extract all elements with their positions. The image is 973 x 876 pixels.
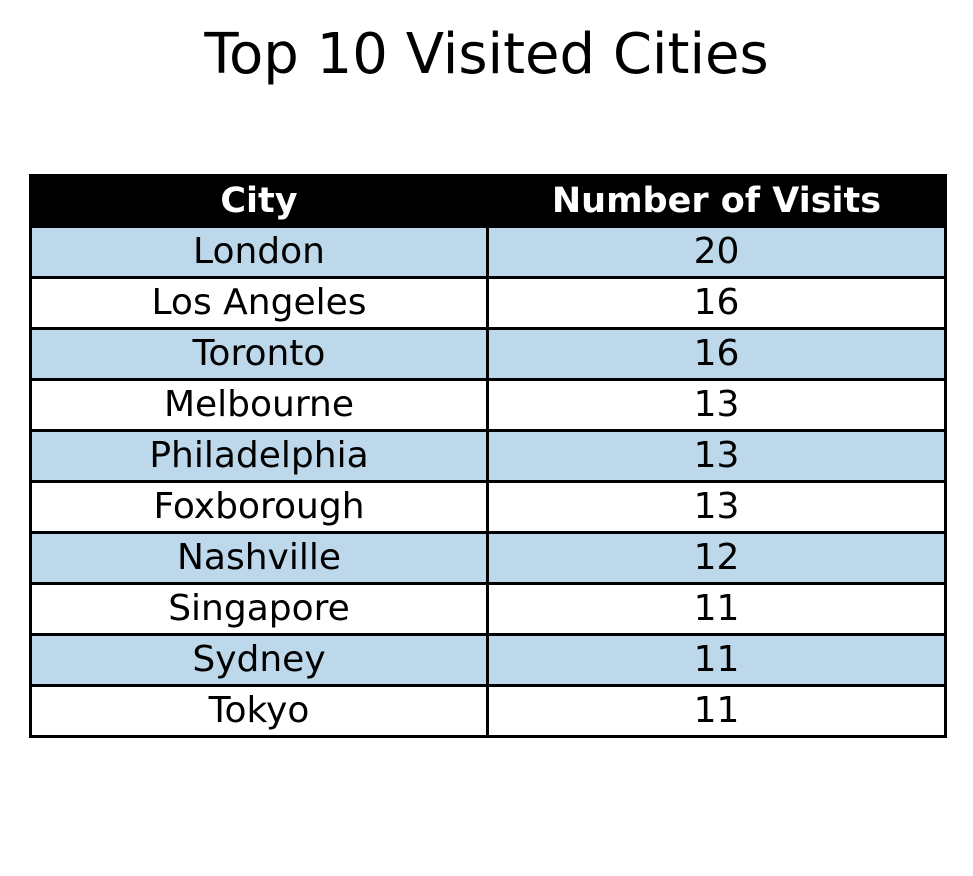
city-cell: London <box>29 225 489 279</box>
table-row: Nashville 12 <box>29 531 947 585</box>
visits-cell: 16 <box>486 276 947 330</box>
visits-cell: 13 <box>486 429 947 483</box>
table-row: Tokyo 11 <box>29 684 947 738</box>
city-cell: Foxborough <box>29 480 489 534</box>
visits-cell: 13 <box>486 480 947 534</box>
column-header-city: City <box>29 174 489 228</box>
city-cell: Sydney <box>29 633 489 687</box>
city-cell: Philadelphia <box>29 429 489 483</box>
table-row: Philadelphia 13 <box>29 429 947 483</box>
table-body: London 20 Los Angeles 16 Toronto 16 Melbourne 1… <box>29 225 947 738</box>
table-row: London 20 <box>29 225 947 279</box>
city-cell: Los Angeles <box>29 276 489 330</box>
column-header-visits: Number of Visits <box>486 174 947 228</box>
table-row: Los Angeles 16 <box>29 276 947 330</box>
table-row: Foxborough 13 <box>29 480 947 534</box>
table-header-row: City Number of Visits <box>29 174 947 228</box>
city-cell: Melbourne <box>29 378 489 432</box>
city-cell: Toronto <box>29 327 489 381</box>
table-row: Melbourne 13 <box>29 378 947 432</box>
city-cell: Singapore <box>29 582 489 636</box>
table-row: Sydney 11 <box>29 633 947 687</box>
visits-cell: 12 <box>486 531 947 585</box>
visits-table: City Number of Visits London 20 Los Angele… <box>29 174 947 738</box>
visits-cell: 11 <box>486 582 947 636</box>
city-cell: Tokyo <box>29 684 489 738</box>
visits-cell: 11 <box>486 633 947 687</box>
table-row: Singapore 11 <box>29 582 947 636</box>
city-cell: Nashville <box>29 531 489 585</box>
visits-cell: 20 <box>486 225 947 279</box>
visits-cell: 13 <box>486 378 947 432</box>
visits-cell: 11 <box>486 684 947 738</box>
chart-title: Top 10 Visited Cities <box>204 22 769 87</box>
table-row: Toronto 16 <box>29 327 947 381</box>
visits-cell: 16 <box>486 327 947 381</box>
